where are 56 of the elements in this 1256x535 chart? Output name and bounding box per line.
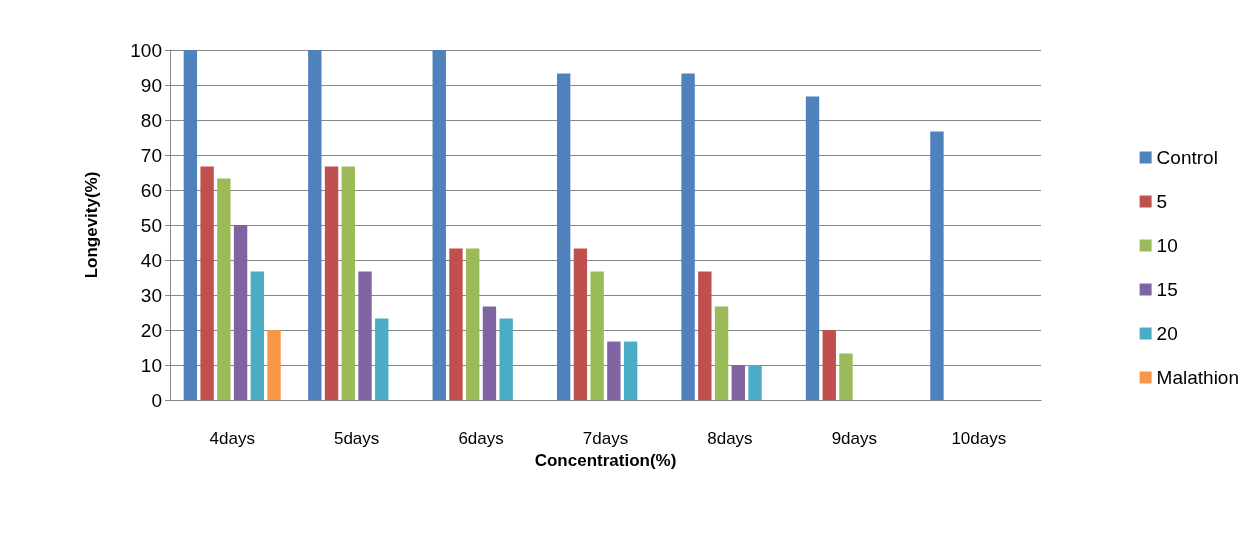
x-tick-label: 8days [707, 429, 753, 448]
x-tick-label: 6days [458, 429, 504, 448]
bar [839, 353, 853, 400]
bar [805, 96, 820, 400]
y-tick-label: 0 [151, 389, 162, 411]
bar [623, 341, 638, 400]
bar [573, 248, 588, 400]
bar [681, 73, 695, 400]
x-tick-label: 9days [831, 429, 878, 448]
bar [233, 225, 248, 400]
y-tick-label: 10 [140, 354, 162, 376]
legend-label: Control [1156, 147, 1218, 168]
bar [556, 73, 571, 400]
x-tick-label: 10days [951, 429, 1007, 448]
y-tick-label: 20 [140, 319, 162, 341]
y-tick-label: 30 [140, 284, 162, 306]
y-tick-label: 100 [130, 39, 162, 61]
bar [341, 166, 355, 400]
x-tick-label: 5days [333, 429, 380, 448]
legend-label: 20 [1156, 323, 1178, 344]
y-tick-label: 90 [140, 74, 162, 96]
y-tick-label: 60 [140, 179, 162, 201]
bar [698, 271, 712, 400]
bar [217, 178, 231, 400]
bar [482, 306, 497, 400]
legend-label: 15 [1156, 279, 1178, 300]
bar [930, 131, 944, 400]
bar [183, 50, 198, 400]
y-tick-label: 50 [140, 214, 162, 236]
x-tick-label: 4days [209, 429, 255, 448]
bar [607, 341, 621, 400]
legend-label: 5 [1156, 191, 1168, 212]
x-tick-label: 7days [582, 429, 629, 448]
bar [308, 50, 322, 400]
y-axis-title: Longevity(%) [82, 171, 101, 279]
bar [590, 271, 604, 400]
y-tick-label: 80 [140, 109, 162, 131]
bar [449, 248, 463, 400]
bar [499, 318, 513, 400]
bar [432, 50, 446, 400]
bar [324, 166, 339, 400]
y-tick-label: 70 [140, 144, 162, 166]
x-axis-title: Concentration(%) [534, 451, 677, 470]
bar [200, 166, 214, 400]
bar [731, 365, 745, 400]
bar [358, 271, 372, 400]
bar [748, 365, 762, 400]
legend-label: Malathion [1156, 367, 1240, 388]
legend-label: 10 [1156, 235, 1178, 256]
bar [822, 330, 836, 400]
bar [466, 248, 480, 400]
bar [267, 330, 281, 400]
bar [375, 318, 389, 400]
bar [250, 271, 265, 400]
y-tick-label: 40 [140, 249, 162, 271]
bar [714, 306, 729, 400]
